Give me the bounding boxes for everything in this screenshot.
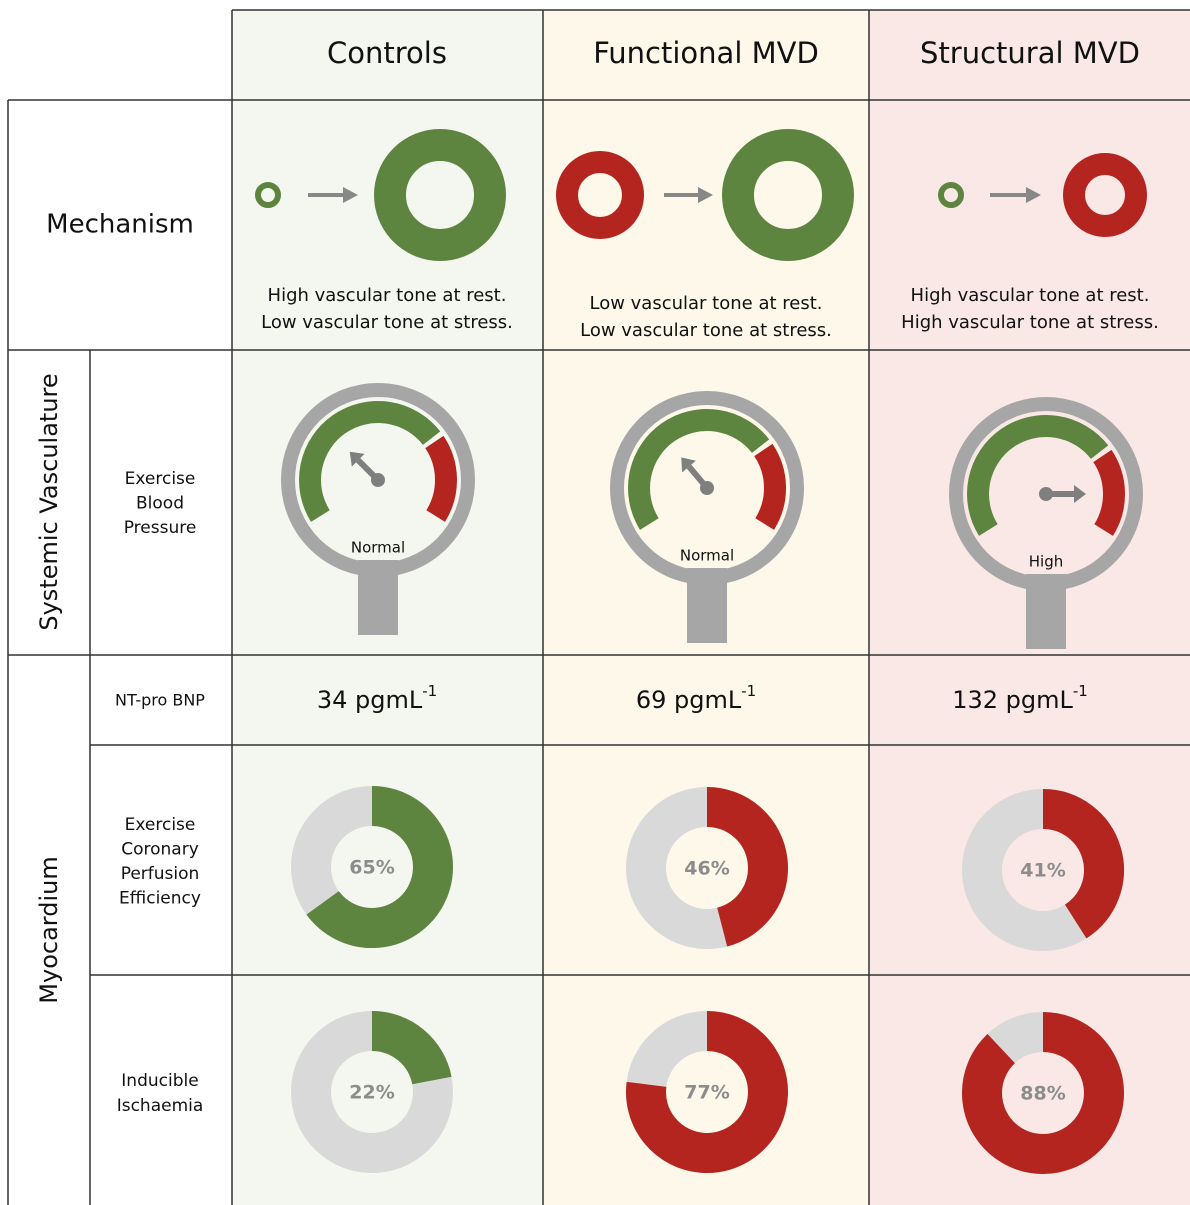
bnp-text: 69 pgmL [636, 686, 742, 714]
gauge-needle-head [349, 451, 365, 467]
bnp-text: 34 pgmL [317, 686, 423, 714]
donut-label: 46% [684, 858, 729, 880]
column-title: Structural MVD [920, 36, 1140, 70]
gauge-label: Normal [351, 539, 405, 557]
donut-label: 65% [349, 857, 394, 879]
bnp-value: 132 pgmL-1 [952, 682, 1088, 715]
donut-arc [962, 1012, 1124, 1174]
row-label: Exercise [125, 815, 196, 835]
row-label: Perfusion [121, 864, 200, 884]
donut-arc [626, 1011, 788, 1173]
donut-label: 77% [684, 1082, 729, 1104]
mechanism-text: High vascular tone at rest. [268, 285, 507, 306]
mechanism-text: High vascular tone at rest. [911, 285, 1150, 306]
gauge-normal [967, 415, 1109, 536]
row-label: Ischaemia [117, 1096, 204, 1116]
row-label: NT-pro BNP [115, 691, 205, 710]
mechanism-text: Low vascular tone at rest. [589, 293, 822, 314]
bnp-value: 34 pgmL-1 [317, 682, 437, 715]
bnp-superscript: -1 [741, 682, 756, 700]
column-title: Functional MVD [593, 36, 819, 70]
bnp-superscript: -1 [422, 682, 437, 700]
donut-arc [371, 1011, 452, 1086]
section-label: Myocardium [35, 856, 63, 1003]
gauge-ring [281, 383, 475, 577]
row-label: Blood [136, 494, 184, 514]
gauge-label: Normal [680, 547, 734, 565]
gauge-high [1093, 449, 1125, 536]
gauge-hub [371, 473, 385, 487]
column-title: Controls [327, 36, 447, 70]
row-label: Mechanism [46, 210, 194, 240]
mechanism-text: Low vascular tone at stress. [580, 320, 832, 341]
gauge-hub [700, 481, 714, 495]
row-label: Inducible [121, 1071, 198, 1091]
gauge-high [425, 435, 457, 522]
donut-arc [306, 786, 453, 948]
row-label: Coronary [121, 840, 199, 860]
mechanism-text: Low vascular tone at stress. [261, 312, 513, 333]
row-label: Exercise [125, 469, 196, 489]
gauge-ring [949, 397, 1143, 591]
gauge-ring [610, 391, 804, 585]
donut-label: 88% [1020, 1083, 1065, 1105]
gauge-needle-head [1074, 485, 1086, 503]
gauge-normal [299, 401, 441, 522]
grid [7, 9, 1190, 1205]
row-label: Efficiency [119, 889, 201, 909]
mechanism-icons [255, 129, 1147, 261]
mechanism-text: High vascular tone at stress. [901, 312, 1159, 333]
gauge-hub [1039, 487, 1053, 501]
donut-arc [706, 787, 788, 947]
gauge-needle-head [681, 457, 696, 473]
section-label: Systemic Vasculature [35, 373, 63, 630]
donut-label: 41% [1020, 860, 1065, 882]
gauge-label: High [1029, 553, 1063, 571]
row-label: Pressure [124, 518, 197, 538]
bnp-value: 69 pgmL-1 [636, 682, 756, 715]
gauge-normal [628, 409, 770, 530]
bnp-text: 132 pgmL [952, 686, 1073, 714]
gauge-high [754, 443, 786, 530]
donut-arc [1042, 789, 1124, 939]
bnp-superscript: -1 [1073, 682, 1088, 700]
donut-label: 22% [349, 1082, 394, 1104]
